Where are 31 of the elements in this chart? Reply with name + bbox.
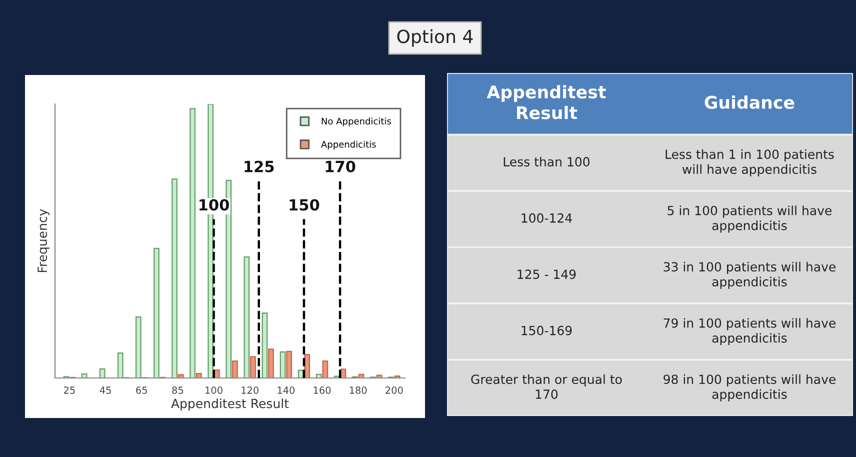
x-tick-label: 160 (314, 386, 331, 394)
text: Appenditest Result (486, 85, 606, 120)
chart-title: Option 4 (397, 29, 473, 47)
text: 98 in 100 patients will have appendicitis (664, 374, 836, 402)
annotation: 125 (244, 160, 274, 172)
x-tick-label: 180 (350, 386, 367, 394)
text: 5 in 100 patients will have appendicitis (668, 206, 832, 233)
y-axis-title: Frequency (38, 209, 50, 272)
x-tick-label: 85 (172, 386, 184, 394)
text: 79 in 100 patients will have appendicitis (664, 318, 836, 346)
text: 150-169 (522, 326, 572, 336)
annotation: 100 (200, 199, 229, 211)
text: Less than 100 (504, 156, 590, 166)
x-tick-label: 25 (64, 386, 75, 394)
text: Less than 1 in 100 patients will have appendicitis (666, 149, 834, 176)
x-tick-label: 200 (386, 386, 403, 394)
text: Greater than or equal to 170 (471, 374, 622, 399)
text: 33 in 100 patients will have appendicitis (664, 262, 836, 289)
text: 100-124 (522, 213, 572, 223)
x-tick-label: 140 (278, 386, 295, 394)
text: Guidance (704, 95, 794, 109)
text: 125 - 149 (518, 270, 576, 279)
x-tick-label: 120 (242, 386, 258, 394)
x-axis-title: Appenditest Result (171, 398, 289, 411)
x-tick-label: 65 (136, 386, 147, 394)
annotation: 170 (326, 160, 356, 172)
x-tick-label: 45 (100, 386, 111, 394)
x-tick-label: 100 (206, 386, 222, 394)
legend-label: Appendicitis (321, 140, 376, 150)
legend-label: No Appendicitis (322, 118, 392, 126)
annotation: 150 (290, 199, 320, 211)
